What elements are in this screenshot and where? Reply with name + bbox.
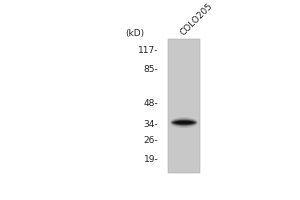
- Bar: [168, 39, 200, 173]
- Text: 34-: 34-: [144, 120, 158, 129]
- Text: (kD): (kD): [126, 29, 145, 38]
- Ellipse shape: [175, 121, 193, 124]
- Ellipse shape: [172, 120, 196, 125]
- Ellipse shape: [177, 121, 191, 124]
- Text: 26-: 26-: [144, 136, 158, 145]
- Ellipse shape: [170, 117, 198, 128]
- Text: 48-: 48-: [144, 99, 158, 108]
- Text: 117-: 117-: [138, 46, 158, 55]
- Text: COLO205: COLO205: [179, 2, 215, 38]
- Ellipse shape: [179, 122, 189, 123]
- Ellipse shape: [171, 119, 197, 126]
- Ellipse shape: [173, 120, 195, 125]
- Text: 19-: 19-: [144, 155, 158, 164]
- Text: 85-: 85-: [144, 65, 158, 74]
